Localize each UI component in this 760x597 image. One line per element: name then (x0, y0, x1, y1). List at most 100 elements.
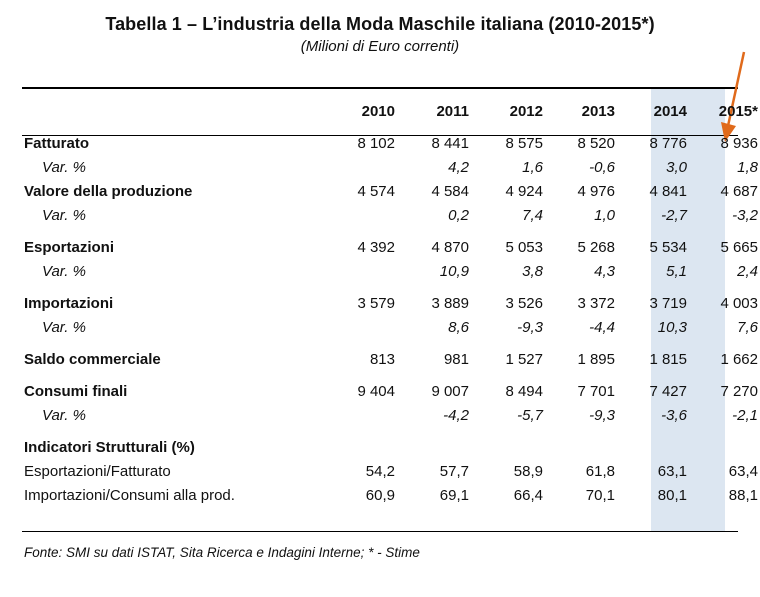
cell-value: 1 662 (720, 351, 758, 368)
row-label: Var. % (42, 319, 86, 336)
cell-value: 8 494 (505, 383, 543, 400)
cell-value: 1,0 (594, 207, 615, 224)
cell-value (325, 316, 395, 340)
cell-value: 1 815 (649, 351, 687, 368)
table-row-indicatori: Indicatori Strutturali (%) (24, 436, 758, 460)
cell-value (325, 260, 395, 284)
cell-value: 4 841 (649, 183, 687, 200)
cell-value: 7,4 (522, 207, 543, 224)
cell-value: 4 392 (357, 239, 395, 256)
cell-value: 80,1 (657, 487, 687, 504)
cell-value: 7 701 (577, 383, 615, 400)
cell-value: 8 441 (431, 135, 469, 152)
table-row-saldo: Saldo commerciale 813 981 1 527 1 895 1 … (24, 348, 758, 372)
table-row-importazioni: Importazioni 3 579 3 889 3 526 3 372 3 7… (24, 292, 758, 316)
cell-value: 5 534 (649, 239, 687, 256)
cell-value: 5 053 (505, 239, 543, 256)
year-header: 2013 (581, 103, 615, 120)
header-label-cell (24, 100, 325, 124)
cell-value: 8 575 (505, 135, 543, 152)
cell-value: 1 527 (505, 351, 543, 368)
cell-value: 4,3 (594, 263, 615, 280)
cell-value: 981 (443, 351, 469, 368)
row-label: Fatturato (24, 135, 89, 152)
cell-value: 1,6 (522, 159, 543, 176)
table-title: Tabella 1 – L’industria della Moda Masch… (105, 14, 655, 34)
cell-value (325, 404, 395, 428)
row-label: Saldo commerciale (24, 351, 161, 368)
cell-value: 7 270 (720, 383, 758, 400)
cell-value: 57,7 (439, 463, 469, 480)
cell-value: 8 102 (357, 135, 395, 152)
cell-value: 3 372 (577, 295, 615, 312)
cell-value: 70,1 (585, 487, 615, 504)
year-header: 2012 (509, 103, 543, 120)
table-row-esp-fatt: Esportazioni/Fatturato 54,2 57,7 58,9 61… (24, 460, 758, 484)
table-row-fatturato-var: Var. % 4,2 1,6 -0,6 3,0 1,8 (24, 156, 758, 180)
table-row-esportazioni-var: Var. % 10,9 3,8 4,3 5,1 2,4 (24, 260, 758, 284)
cell-value: 4 584 (431, 183, 469, 200)
cell-value: 5 665 (720, 239, 758, 256)
row-label: Importazioni (24, 295, 114, 312)
section-heading: Indicatori Strutturali (%) (24, 439, 195, 456)
year-header: 2014 (653, 103, 687, 120)
cell-value: 1 895 (577, 351, 615, 368)
table-subtitle: (Milioni di Euro correnti) (300, 38, 460, 55)
cell-value: 3,0 (666, 159, 687, 176)
cell-value: 4,2 (448, 159, 469, 176)
cell-value: -3,2 (732, 207, 758, 224)
cell-value: 3 719 (649, 295, 687, 312)
cell-value: 60,9 (365, 487, 395, 504)
row-label: Consumi finali (24, 383, 128, 400)
row-label: Valore della produzione (24, 183, 193, 200)
year-header: 2011 (436, 103, 469, 120)
cell-value: -3,6 (661, 407, 687, 424)
bottom-rule (22, 531, 738, 532)
top-rule (22, 87, 738, 89)
cell-value: 4 976 (577, 183, 615, 200)
row-label: Esportazioni/Fatturato (24, 463, 171, 480)
cell-value: 7 427 (649, 383, 687, 400)
cell-value: 1,8 (737, 159, 758, 176)
row-label: Var. % (42, 207, 86, 224)
cell-value: 0,2 (448, 207, 469, 224)
cell-value: 3 889 (431, 295, 469, 312)
table-row-imp-cons: Importazioni/Consumi alla prod. 60,9 69,… (24, 484, 758, 508)
table-row-consumi-var: Var. % -4,2 -5,7 -9,3 -3,6 -2,1 (24, 404, 758, 428)
cell-value: -4,2 (443, 407, 469, 424)
cell-value: 8 936 (720, 135, 758, 152)
row-label: Var. % (42, 159, 86, 176)
cell-value: 2,4 (737, 263, 758, 280)
cell-value: -4,4 (589, 319, 615, 336)
highlight-column-2015 (651, 88, 725, 531)
cell-value: 66,4 (513, 487, 543, 504)
cell-value: 54,2 (365, 463, 395, 480)
table-row-consumi: Consumi finali 9 404 9 007 8 494 7 701 7… (24, 380, 758, 404)
cell-value: 9 404 (357, 383, 395, 400)
table-row-importazioni-var: Var. % 8,6 -9,3 -4,4 10,3 7,6 (24, 316, 758, 340)
cell-value: 9 007 (431, 383, 469, 400)
cell-value: -9,3 (589, 407, 615, 424)
row-label: Importazioni/Consumi alla prod. (24, 487, 235, 504)
table-row-esportazioni: Esportazioni 4 392 4 870 5 053 5 268 5 5… (24, 236, 758, 260)
cell-value: 63,4 (728, 463, 758, 480)
cell-value: 7,6 (737, 319, 758, 336)
cell-value: 8 520 (577, 135, 615, 152)
cell-value: -5,7 (517, 407, 543, 424)
cell-value: 8 776 (649, 135, 687, 152)
source-note: Fonte: SMI su dati ISTAT, Sita Ricerca e… (24, 545, 420, 560)
year-header: 2015* (718, 103, 758, 120)
cell-value: 58,9 (513, 463, 543, 480)
header-row: 2010 2011 2012 2013 2014 2015* (24, 100, 758, 124)
cell-value: -2,7 (661, 207, 687, 224)
year-header: 2010 (361, 103, 395, 120)
cell-value: -2,1 (732, 407, 758, 424)
table-row-fatturato: Fatturato 8 102 8 441 8 575 8 520 8 776 … (24, 132, 758, 156)
data-table: 2010 2011 2012 2013 2014 2015* Fatturato… (24, 100, 758, 508)
cell-value: 4 870 (431, 239, 469, 256)
row-label: Var. % (42, 263, 86, 280)
cell-value: 4 003 (720, 295, 758, 312)
orange-arrow-icon (721, 51, 746, 142)
cell-value: 3,8 (522, 263, 543, 280)
table-row-produzione: Valore della produzione 4 574 4 584 4 92… (24, 180, 758, 204)
